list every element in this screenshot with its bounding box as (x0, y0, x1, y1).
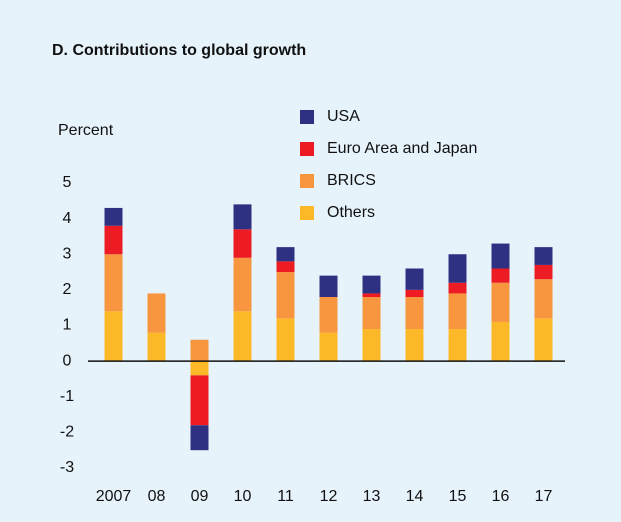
bar-segment (233, 311, 252, 362)
bar-segment (534, 247, 553, 265)
bar-segment (362, 329, 381, 362)
bar-segment (190, 361, 209, 376)
bar-segment (104, 254, 123, 312)
y-tick-label: 3 (63, 245, 72, 262)
bar-segment (190, 425, 209, 451)
bar-segment (491, 268, 510, 283)
y-tick-label: -2 (60, 424, 74, 441)
bar-segment (534, 264, 553, 280)
bar-segment (491, 243, 510, 269)
bar-segment (362, 293, 381, 297)
legend-label: Others (327, 204, 375, 221)
y-tick-label: 5 (63, 174, 72, 191)
x-tick-label: 2007 (96, 488, 132, 505)
y-tick-label: 0 (63, 352, 72, 369)
bar-segment (104, 225, 123, 255)
bar-segment (276, 272, 295, 319)
bar-segment (534, 318, 553, 362)
bar-segment (319, 332, 338, 362)
bar-segment (276, 318, 295, 362)
y-tick-label: 1 (63, 317, 72, 334)
legend-swatch (300, 110, 314, 124)
bar-segment (448, 254, 467, 283)
bar-segment (104, 311, 123, 362)
y-tick-label: -1 (60, 388, 74, 405)
bar-segment (233, 229, 252, 258)
x-tick-label: 16 (492, 488, 510, 505)
legend-swatch (300, 142, 314, 156)
x-tick-label: 17 (535, 488, 553, 505)
legend-swatch (300, 174, 314, 188)
y-tick-label: 2 (63, 281, 72, 298)
y-tick-label: -3 (60, 459, 74, 476)
bar-segment (405, 268, 424, 290)
x-tick-label: 12 (320, 488, 338, 505)
bar-segment (448, 293, 467, 330)
x-tick-label: 13 (363, 488, 381, 505)
x-tick-label: 08 (148, 488, 166, 505)
bar-segment (362, 275, 381, 294)
bar-segment (362, 297, 381, 330)
chart-title: D. Contributions to global growth (52, 42, 306, 59)
bar-segment (276, 261, 295, 273)
bar-segment (405, 297, 424, 330)
bar-segment (147, 332, 166, 362)
bar-segment (405, 289, 424, 297)
bar-segment (190, 339, 209, 362)
y-axis-label: Percent (58, 122, 114, 139)
bar-segment (319, 275, 338, 297)
bar-segment (233, 204, 252, 230)
bar-segment (448, 282, 467, 294)
x-tick-label: 14 (406, 488, 424, 505)
bar-segment (448, 329, 467, 362)
bar-segment (534, 279, 553, 319)
x-tick-label: 11 (277, 488, 294, 505)
x-tick-label: 10 (234, 488, 252, 505)
legend-label: BRICS (327, 172, 376, 189)
bar-segment (276, 247, 295, 262)
bar-segment (491, 282, 510, 322)
x-tick-label: 09 (191, 488, 209, 505)
bar-segment (319, 297, 338, 333)
bar-segment (491, 321, 510, 362)
y-tick-label: 4 (63, 210, 72, 227)
bar-segment (405, 329, 424, 362)
bar-segment (190, 375, 209, 426)
legend-label: USA (327, 108, 360, 125)
legend-label: Euro Area and Japan (327, 140, 477, 157)
legend-swatch (300, 206, 314, 220)
bar-segment (233, 257, 252, 312)
bar-segment (104, 207, 123, 226)
bar-segment (147, 293, 166, 333)
x-tick-label: 15 (449, 488, 467, 505)
